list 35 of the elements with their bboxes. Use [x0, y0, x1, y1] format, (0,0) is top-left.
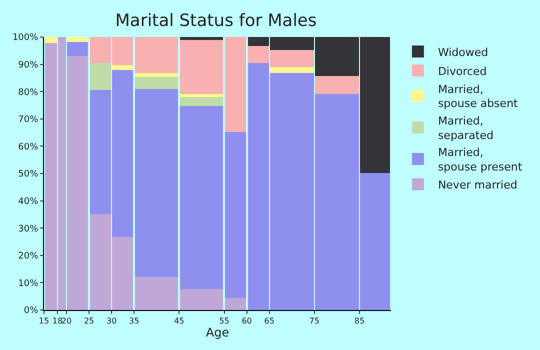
x-tick-label: 20: [61, 316, 72, 326]
x-tick-label: 15: [38, 316, 50, 326]
legend-label: Divorced: [438, 64, 487, 78]
legend-label: Married, spouse present: [438, 146, 523, 174]
bar: [225, 298, 246, 310]
y-tick-label: 100%: [12, 33, 39, 44]
y-tick-label: 10%: [18, 278, 39, 289]
y-tick-label: 20%: [18, 252, 39, 262]
legend-label: Widowed: [438, 46, 488, 59]
x-tick-label: 25: [84, 316, 94, 326]
x-axis-title: Age: [206, 326, 230, 340]
x-tick-label: 55: [219, 316, 230, 326]
y-tick-label: 30%: [18, 224, 39, 234]
x-tick-label: 45: [174, 316, 184, 326]
x-tick-label: 18: [52, 316, 63, 326]
x-tick-label: 85: [354, 316, 365, 326]
x-tick-label: 75: [309, 316, 320, 326]
y-tick-label: 60%: [18, 142, 39, 152]
y-tick-label: 80%: [18, 88, 39, 98]
bar: [135, 77, 178, 89]
y-tick-label: 0%: [24, 306, 39, 316]
x-tick-label: 35: [129, 316, 140, 326]
y-tick-label: 70%: [18, 115, 39, 126]
chart-title: Marital Status for Males: [115, 10, 317, 31]
bar: [180, 37, 223, 40]
x-tick-label: 65: [264, 316, 274, 326]
y-tick-label: 90%: [18, 60, 39, 70]
legend-label: Married, spouse absent: [438, 82, 519, 110]
y-tick-label: 50%: [18, 170, 39, 180]
x-tick-label: 30: [106, 316, 117, 326]
x-tick-label: 60: [242, 316, 252, 326]
legend-label: Never married: [438, 178, 518, 192]
y-tick-label: 40%: [18, 196, 39, 207]
bar: [180, 97, 223, 106]
legend-label: Married, separated: [438, 114, 494, 142]
